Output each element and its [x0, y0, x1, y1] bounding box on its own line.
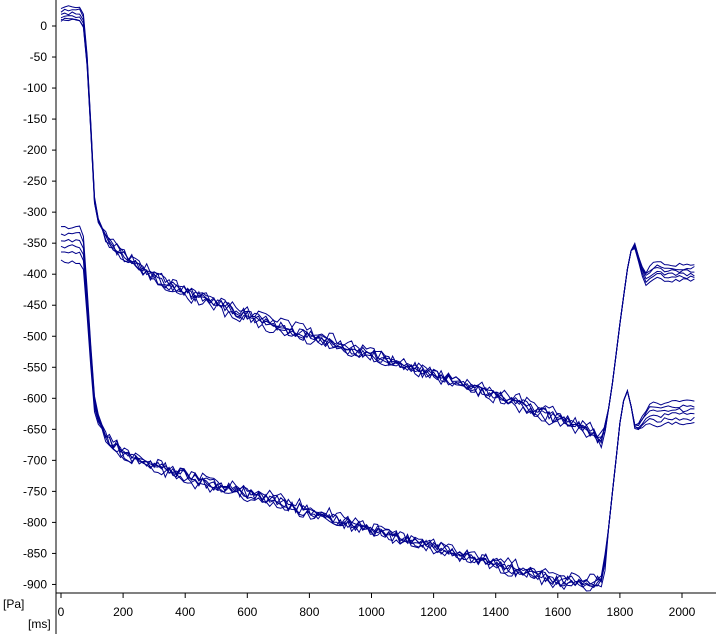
x-unit-label: [ms] — [28, 617, 51, 631]
x-tick-label: 1000 — [358, 605, 385, 619]
y-tick-label: -400 — [23, 267, 47, 281]
x-tick-label: 800 — [299, 605, 319, 619]
pressure-trace — [60, 244, 695, 586]
y-tick-label: -600 — [23, 391, 47, 405]
y-tick-label: 0 — [40, 19, 47, 33]
x-ticks-group: 0 200 400 600 800 1000 1200 1400 1600 1800 2000 — [58, 593, 696, 619]
pressure-trace — [60, 17, 695, 442]
y-tick-label: -50 — [30, 50, 48, 64]
x-tick-label: 1600 — [544, 605, 571, 619]
y-tick-label: -100 — [23, 81, 47, 95]
y-tick-label: -200 — [23, 143, 47, 157]
y-tick-label: -850 — [23, 546, 47, 560]
y-tick-label: -450 — [23, 298, 47, 312]
pressure-trace — [60, 5, 695, 438]
y-tick-label: -750 — [23, 484, 47, 498]
x-tick-label: 600 — [237, 605, 257, 619]
y-unit-label: [Pa] — [3, 597, 24, 611]
x-tick-label: 0 — [58, 605, 65, 619]
x-tick-label: 2000 — [669, 605, 696, 619]
x-tick-label: 1400 — [482, 605, 509, 619]
y-tick-label: -500 — [23, 329, 47, 343]
y-tick-label: -900 — [23, 577, 47, 591]
y-tick-label: -650 — [23, 422, 47, 436]
y-ticks-group: 0 -50 -100 -150 -200 -250 -300 -350 -400 -450 -500… — [23, 19, 56, 591]
pressure-trace — [61, 251, 695, 589]
y-tick-label: -300 — [23, 205, 47, 219]
pressure-trace — [60, 8, 695, 444]
traces-group — [60, 5, 695, 592]
x-tick-label: 1200 — [420, 605, 447, 619]
y-tick-label: -550 — [23, 360, 47, 374]
pressure-trace — [60, 15, 695, 439]
y-tick-label: -150 — [23, 112, 47, 126]
axes-group — [55, 0, 716, 634]
y-tick-label: -800 — [23, 515, 47, 529]
pressure-trace — [60, 259, 695, 592]
x-tick-label: 1800 — [607, 605, 634, 619]
y-tick-label: -700 — [23, 453, 47, 467]
y-tick-label: -250 — [23, 174, 47, 188]
x-tick-label: 200 — [113, 605, 133, 619]
pressure-trace — [60, 18, 695, 450]
pressure-trace — [60, 11, 695, 444]
x-tick-label: 400 — [175, 605, 195, 619]
pressure-trace — [60, 225, 695, 583]
y-tick-label: -350 — [23, 236, 47, 250]
